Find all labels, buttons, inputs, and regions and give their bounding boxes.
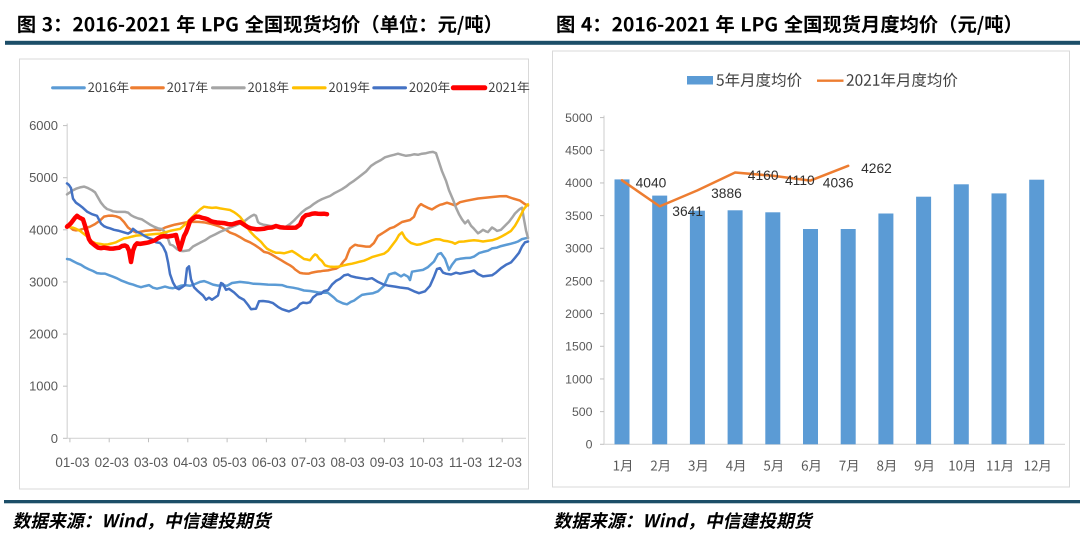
svg-text:12-03: 12-03	[488, 455, 522, 470]
svg-text:500: 500	[572, 405, 593, 419]
svg-text:3000: 3000	[565, 242, 593, 256]
svg-text:2000: 2000	[565, 307, 593, 321]
svg-text:1000: 1000	[29, 379, 58, 394]
svg-text:0: 0	[586, 438, 593, 452]
svg-text:05-03: 05-03	[213, 455, 247, 470]
svg-text:5000: 5000	[565, 111, 593, 125]
svg-text:04-03: 04-03	[173, 455, 207, 470]
svg-text:4500: 4500	[565, 144, 593, 158]
svg-text:4160: 4160	[748, 168, 779, 183]
svg-text:09-03: 09-03	[370, 455, 404, 470]
svg-text:3000: 3000	[29, 274, 58, 289]
svg-text:10-03: 10-03	[409, 455, 443, 470]
svg-text:01-03: 01-03	[55, 455, 89, 470]
svg-text:06-03: 06-03	[252, 455, 286, 470]
svg-text:0: 0	[51, 431, 58, 446]
svg-text:4036: 4036	[823, 176, 854, 191]
svg-text:03-03: 03-03	[134, 455, 168, 470]
svg-text:2500: 2500	[565, 274, 593, 288]
svg-text:4110: 4110	[785, 173, 815, 188]
svg-text:1500: 1500	[565, 340, 593, 354]
svg-text:4040: 4040	[636, 176, 667, 191]
svg-text:4000: 4000	[565, 176, 593, 190]
svg-text:08-03: 08-03	[330, 455, 364, 470]
svg-text:4262: 4262	[861, 161, 892, 176]
svg-text:6000: 6000	[29, 118, 58, 133]
svg-text:11-03: 11-03	[449, 455, 482, 470]
svg-text:07-03: 07-03	[291, 455, 325, 470]
svg-text:3886: 3886	[711, 186, 742, 201]
svg-text:1000: 1000	[565, 372, 593, 386]
svg-text:5000: 5000	[29, 170, 58, 185]
svg-text:3641: 3641	[672, 204, 703, 219]
svg-text:02-03: 02-03	[95, 455, 129, 470]
svg-text:2000: 2000	[29, 327, 58, 342]
svg-text:3500: 3500	[565, 209, 593, 223]
svg-text:4000: 4000	[29, 222, 58, 237]
